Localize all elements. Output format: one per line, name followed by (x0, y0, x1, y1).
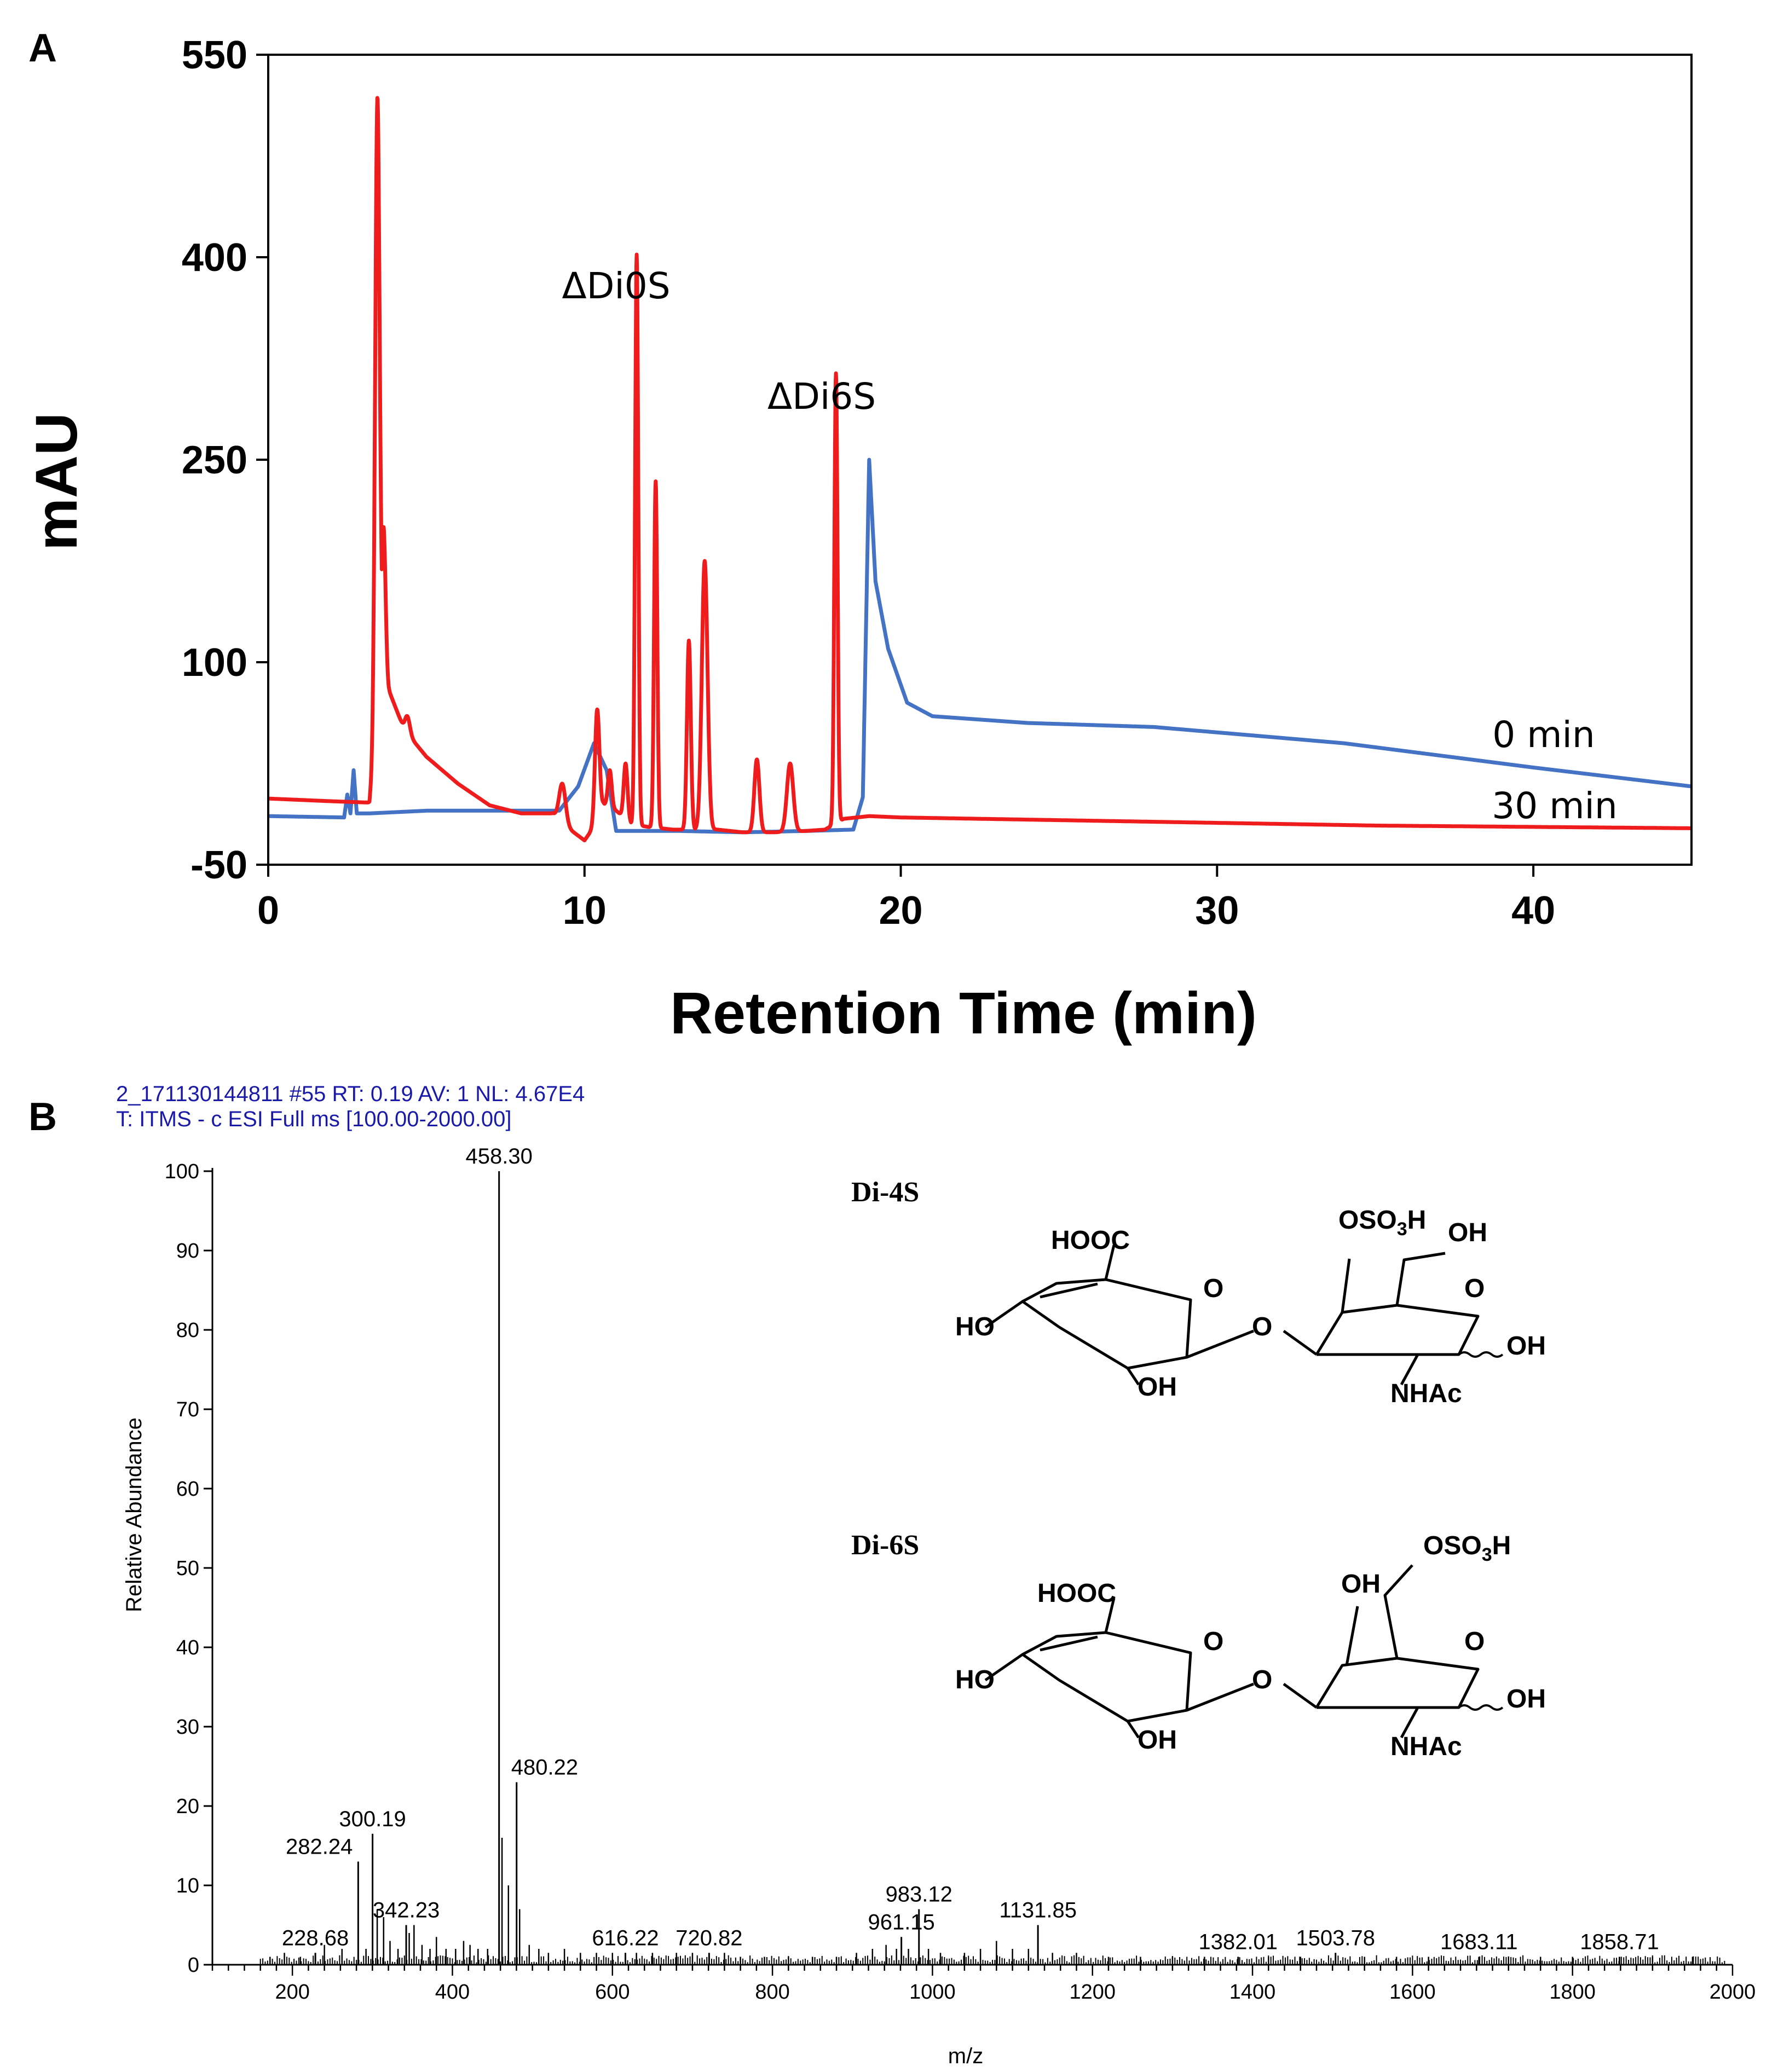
structure-name-di-6s: Di-6S (851, 1530, 919, 1561)
label-oso3h: OSO3H (1423, 1531, 1511, 1565)
series-label-30min: 30 min (1492, 785, 1617, 827)
y-tick-label: -50 (190, 843, 247, 887)
y-tick-label: 250 (182, 438, 247, 482)
chromatogram-axes: 0 10 20 30 40 550 400 250 100 -50 (182, 33, 1555, 933)
label-ch2oh: OH (1448, 1218, 1487, 1247)
peak-label: 1503.78 (1296, 1926, 1375, 1950)
x-tick-label: 2000 (1710, 1981, 1756, 2004)
spectrum-axes: 0 10 20 30 40 50 60 70 80 90 100 200 400 600 800 1000 12… (165, 1160, 1756, 2004)
y-tick-label: 60 (176, 1478, 199, 1501)
peak-label: 1858.71 (1580, 1930, 1659, 1954)
chromatogram-series (267, 96, 1693, 843)
peak-label: 961.15 (868, 1910, 934, 1934)
spectrum-header-scan-filter: T: ITMS - c ESI Full ms [100.00-2000.00] (116, 1107, 512, 1131)
x-tick-label: 10 (563, 889, 607, 933)
label-oh-left: OH (1138, 1726, 1177, 1755)
x-tick-label: 400 (435, 1981, 470, 2004)
structure-di-6s: Di-6S HOOC O HO O OH OH OSO3H (851, 1530, 1546, 1761)
panel-b-letter: B (28, 1095, 57, 1139)
y-tick-label: 90 (176, 1240, 199, 1263)
label-ring-o-right: O (1464, 1627, 1485, 1656)
series-label-0min: 0 min (1492, 714, 1595, 756)
y-tick-label: 50 (176, 1557, 199, 1580)
x-tick-label: 1000 (909, 1981, 956, 2004)
x-tick-label: 30 (1195, 889, 1239, 933)
x-tick-label: 800 (755, 1981, 789, 2004)
label-hooc: HOOC (1051, 1226, 1130, 1255)
spectrum-peaks (259, 1171, 1725, 1965)
label-oh-left: OH (1138, 1373, 1177, 1402)
y-tick-label: 70 (176, 1398, 199, 1421)
label-nhac: NHAc (1390, 1379, 1462, 1408)
label-ho: HO (955, 1312, 995, 1341)
spectrum-peak-labels: 228.68 282.24 300.19 342.23 458.30 480.22 616.… (282, 1144, 1659, 1954)
label-ring-o: O (1203, 1274, 1223, 1303)
chromatogram-chart: 0 10 20 30 40 550 400 250 100 -50 mAU Retention T… (23, 33, 1693, 1046)
peak-label: 1683.11 (1440, 1930, 1518, 1954)
x-tick-label: 20 (879, 889, 923, 933)
chromatogram-y-axis-title: mAU (23, 413, 89, 551)
y-tick-label: 80 (176, 1319, 199, 1342)
label-anomeric-oh: OH (1506, 1685, 1546, 1714)
label-oso3h: OSO3H (1338, 1206, 1426, 1240)
peak-label: 983.12 (886, 1883, 952, 1907)
label-glycosidic-o: O (1252, 1665, 1272, 1694)
spectrum-x-axis-title: m/z (948, 2044, 983, 2068)
y-tick-label: 550 (182, 33, 247, 77)
label-anomeric-oh: OH (1506, 1332, 1546, 1361)
y-tick-label: 30 (176, 1716, 199, 1739)
y-tick-label: 20 (176, 1795, 199, 1818)
y-tick-label: 40 (176, 1636, 199, 1659)
y-tick-label: 400 (182, 236, 247, 280)
y-tick-label: 0 (188, 1954, 199, 1977)
peak-label: 1131.85 (999, 1899, 1077, 1923)
peak-annotation-di0s: ΔDi0S (562, 265, 670, 307)
y-tick-label: 10 (176, 1874, 199, 1897)
y-tick-label: 100 (165, 1160, 199, 1183)
y-tick-label: 100 (182, 641, 247, 685)
label-glycosidic-o: O (1252, 1312, 1272, 1341)
peak-label: 282.24 (286, 1835, 353, 1859)
peak-label: 342.23 (373, 1899, 440, 1923)
peak-label: 458.30 (466, 1144, 533, 1168)
label-ring-o-right: O (1464, 1274, 1485, 1303)
label-ho: HO (955, 1665, 995, 1694)
label-oh-c4: OH (1341, 1570, 1381, 1599)
label-nhac: NHAc (1390, 1732, 1462, 1761)
structure-name-di-4s: Di-4S (851, 1177, 919, 1208)
label-ring-o: O (1203, 1627, 1223, 1656)
x-tick-label: 1800 (1549, 1981, 1596, 2004)
x-tick-label: 1200 (1069, 1981, 1116, 2004)
spectrum-y-axis-title: Relative Abundance (122, 1417, 146, 1612)
series-line-0min (267, 458, 1693, 835)
x-tick-label: 0 (257, 889, 279, 933)
spectrum-header-scan-info: 2_171130144811 #55 RT: 0.19 AV: 1 NL: 4.… (116, 1082, 585, 1106)
label-hooc: HOOC (1037, 1579, 1116, 1608)
series-line-30min (267, 96, 1693, 843)
peak-label: 300.19 (339, 1807, 406, 1831)
x-tick-label: 200 (275, 1981, 309, 2004)
peak-label: 228.68 (282, 1926, 349, 1950)
peak-label: 616.22 (592, 1926, 659, 1950)
x-tick-label: 1400 (1229, 1981, 1276, 2004)
panel-a-letter: A (28, 26, 57, 70)
peak-label: 1382.01 (1198, 1930, 1278, 1954)
peak-label: 720.82 (676, 1926, 742, 1950)
peak-label: 480.22 (511, 1756, 578, 1780)
peak-annotation-di6s: ΔDi6S (767, 375, 876, 418)
x-tick-label: 1600 (1389, 1981, 1436, 2004)
x-tick-label: 600 (595, 1981, 630, 2004)
mass-spectrum-chart: 2_171130144811 #55 RT: 0.19 AV: 1 NL: 4.… (116, 1082, 1756, 2068)
chromatogram-plot-frame (267, 54, 1693, 866)
structure-di-4s: Di-4S HOOC O HO O (851, 1177, 1546, 1408)
x-tick-label: 40 (1511, 889, 1555, 933)
chromatogram-x-axis-title: Retention Time (min) (670, 980, 1257, 1046)
